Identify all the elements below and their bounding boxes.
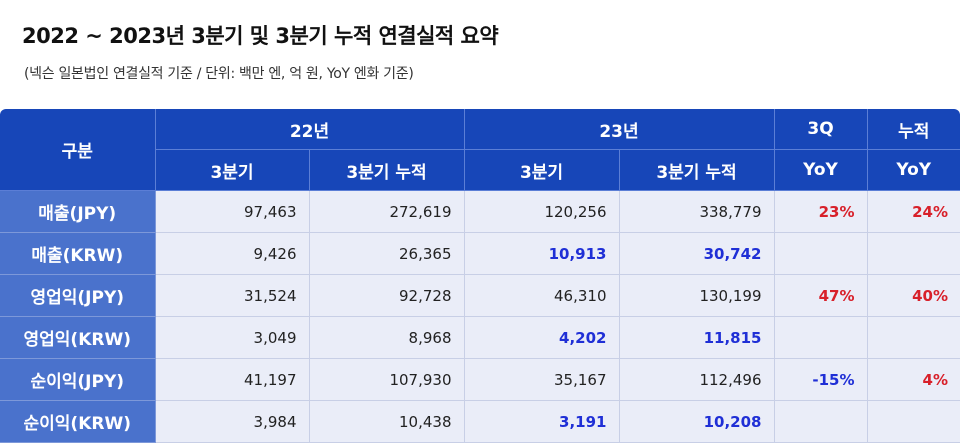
cell-yoy-cumulative xyxy=(867,316,960,359)
row-label: 순이익(JPY) xyxy=(0,358,156,401)
cell-23-quarter: 10,913 xyxy=(464,232,620,275)
cell-22-cumulative: 10,438 xyxy=(309,400,465,443)
page-subtitle: (넥슨 일본법인 연결실적 기준 / 단위: 백만 엔, 억 원, YoY 엔화… xyxy=(24,66,414,82)
row-label: 순이익(KRW) xyxy=(0,400,156,443)
header-year-2023: 23년 xyxy=(464,109,775,150)
cell-yoy-quarter xyxy=(774,232,868,275)
header-3q-yoy: YoY xyxy=(774,149,868,191)
cell-23-cumulative: 338,779 xyxy=(619,190,775,233)
row-label: 영업익(KRW) xyxy=(0,316,156,359)
row-label: 매출(JPY) xyxy=(0,190,156,233)
table-row: 영업익(JPY) 31,524 92,728 46,310 130,199 47… xyxy=(0,274,960,317)
table-row: 영업익(KRW) 3,049 8,968 4,202 11,815 xyxy=(0,316,960,359)
cell-22-cumulative: 92,728 xyxy=(309,274,465,317)
cell-23-cumulative: 112,496 xyxy=(619,358,775,401)
header-category: 구분 xyxy=(0,109,156,191)
table-row: 순이익(KRW) 3,984 10,438 3,191 10,208 xyxy=(0,400,960,443)
cell-yoy-cumulative: 24% xyxy=(867,190,960,233)
cell-22-quarter: 97,463 xyxy=(155,190,310,233)
earnings-summary-table: 구분 22년 23년 3Q 누적 3분기 3분기 누적 3분기 3분기 누적 Y… xyxy=(0,109,960,443)
cell-22-quarter: 31,524 xyxy=(155,274,310,317)
cell-23-quarter: 46,310 xyxy=(464,274,620,317)
header-22-cumulative: 3분기 누적 xyxy=(309,149,465,191)
cell-23-quarter: 120,256 xyxy=(464,190,620,233)
header-cumulative-yoy: YoY xyxy=(867,149,960,191)
cell-22-cumulative: 272,619 xyxy=(309,190,465,233)
header-row-periods: 3분기 3분기 누적 3분기 3분기 누적 YoY YoY xyxy=(0,149,960,191)
cell-22-quarter: 9,426 xyxy=(155,232,310,275)
cell-23-quarter: 3,191 xyxy=(464,400,620,443)
cell-yoy-quarter: 47% xyxy=(774,274,868,317)
cell-22-cumulative: 26,365 xyxy=(309,232,465,275)
cell-22-cumulative: 107,930 xyxy=(309,358,465,401)
cell-yoy-quarter xyxy=(774,316,868,359)
page-title: 2022 ~ 2023년 3분기 및 3분기 누적 연결실적 요약 xyxy=(22,24,499,48)
cell-22-cumulative: 8,968 xyxy=(309,316,465,359)
header-23-quarter: 3분기 xyxy=(464,149,620,191)
cell-yoy-quarter: -15% xyxy=(774,358,868,401)
header-23-cumulative: 3분기 누적 xyxy=(619,149,775,191)
row-label: 영업익(JPY) xyxy=(0,274,156,317)
cell-23-cumulative: 130,199 xyxy=(619,274,775,317)
header-year-2022: 22년 xyxy=(155,109,465,150)
cell-23-cumulative: 11,815 xyxy=(619,316,775,359)
cell-yoy-cumulative xyxy=(867,232,960,275)
cell-23-quarter: 35,167 xyxy=(464,358,620,401)
header-cumulative: 누적 xyxy=(867,109,960,150)
cell-23-quarter: 4,202 xyxy=(464,316,620,359)
cell-yoy-quarter xyxy=(774,400,868,443)
table-row: 매출(JPY) 97,463 272,619 120,256 338,779 2… xyxy=(0,190,960,233)
table-row: 순이익(JPY) 41,197 107,930 35,167 112,496 -… xyxy=(0,358,960,401)
header-22-quarter: 3분기 xyxy=(155,149,310,191)
cell-yoy-cumulative: 4% xyxy=(867,358,960,401)
cell-yoy-cumulative: 40% xyxy=(867,274,960,317)
cell-yoy-cumulative xyxy=(867,400,960,443)
cell-23-cumulative: 30,742 xyxy=(619,232,775,275)
cell-22-quarter: 41,197 xyxy=(155,358,310,401)
cell-23-cumulative: 10,208 xyxy=(619,400,775,443)
cell-yoy-quarter: 23% xyxy=(774,190,868,233)
row-label: 매출(KRW) xyxy=(0,232,156,275)
header-3q: 3Q xyxy=(774,109,868,150)
cell-22-quarter: 3,984 xyxy=(155,400,310,443)
cell-22-quarter: 3,049 xyxy=(155,316,310,359)
header-row-years: 구분 22년 23년 3Q 누적 xyxy=(0,109,960,191)
table-row: 매출(KRW) 9,426 26,365 10,913 30,742 xyxy=(0,232,960,275)
